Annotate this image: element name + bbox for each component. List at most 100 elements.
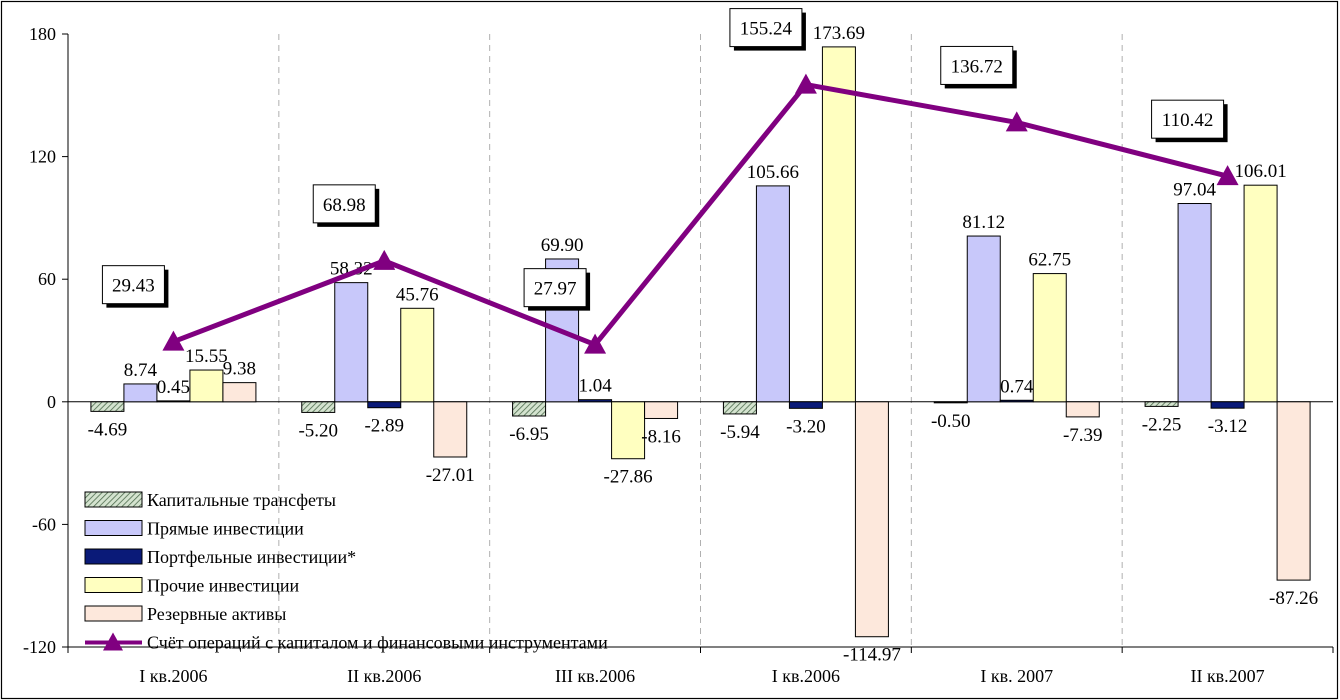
bar [222,382,257,403]
x-tick-label: I кв.2006 [772,666,840,686]
bar [334,282,369,403]
bar-value-label: 69.90 [541,235,584,256]
legend-swatch [84,605,143,622]
bar [966,235,1001,403]
bar [722,401,757,415]
line-label-box [312,184,376,224]
bar-value-label: -2.89 [364,416,404,437]
y-tick-label: -120 [23,637,56,657]
y-tick-label: 0 [47,392,56,412]
bar-value-label: 81.12 [962,212,1005,233]
bar [821,46,856,403]
line-label-box [1151,99,1225,139]
bar-value-label: -114.97 [843,645,901,666]
bar-value-label: 15.55 [185,346,228,367]
bar [611,401,646,460]
x-tick-label: I кв.2006 [139,666,207,686]
bar [1065,401,1100,418]
legend-swatch [84,548,143,565]
bar [755,185,790,403]
bar [644,401,679,419]
y-tick-label: 180 [29,24,56,44]
legend-label: Прямые инвестиции [147,519,304,539]
bar [1243,184,1278,403]
bar-value-label: -2.25 [1142,414,1182,435]
bar [1177,203,1212,403]
line-marker [1005,111,1028,132]
bar-value-label: 173.69 [813,23,865,44]
bar [123,383,158,403]
bar [933,401,968,404]
y-tick-label: 120 [29,147,56,167]
line-value-label: 27.97 [534,279,577,300]
bar-value-label: -8.16 [641,426,681,447]
bar-value-label: 62.75 [1028,250,1071,271]
bar-value-label: 106.01 [1234,161,1286,182]
line-value-label: 110.42 [1162,110,1214,131]
x-tick-label: I кв. 2007 [980,666,1053,686]
legend-label: Прочие инвестиции [147,576,300,596]
y-tick-label: 60 [38,269,56,289]
bar-value-label: 105.66 [747,162,799,183]
line-value-label: 136.72 [951,56,1003,77]
bar [1210,401,1245,409]
bar [367,401,402,409]
legend-swatch [84,491,143,508]
bar-value-label: -0.50 [931,411,971,432]
bar-value-label: 97.04 [1173,180,1216,201]
line-value-label: 68.98 [323,195,366,216]
bar [301,401,336,413]
line-marker [584,333,607,354]
bar-value-label: -5.94 [720,422,760,443]
line-label-box [729,8,803,48]
bar [512,401,547,417]
bar-value-label: -6.95 [509,424,549,445]
bar-value-label: 0.74 [1000,376,1034,397]
line-value-label: 29.43 [112,276,155,297]
x-tick-label: II кв.2007 [1190,666,1264,686]
legend-label: Счёт операций с капиталом и финансовыми … [147,633,608,653]
bar-value-label: -3.12 [1208,416,1248,437]
bar-value-label: -27.01 [426,465,475,486]
bar-value-label: 9.38 [223,359,256,380]
bar [400,307,435,403]
legend-marker [103,632,123,651]
bar [1144,401,1179,407]
bar [1276,401,1311,581]
x-tick-label: II кв.2006 [347,666,421,686]
x-tick-label: III кв.2006 [555,666,635,686]
bar-value-label: -7.39 [1063,425,1103,446]
line-label-box [101,265,165,305]
legend-label: Портфельные инвестиции* [147,547,356,567]
bar-value-label: -4.69 [88,419,128,440]
bar-value-label: 58.32 [330,259,373,280]
bar [1032,273,1067,403]
bar-value-label: -27.86 [604,467,653,488]
legend-label: Капитальные трансфеты [147,490,336,510]
bar-value-label: -5.20 [298,420,338,441]
line-value-label: 155.24 [740,19,793,40]
bar-value-label: -87.26 [1269,588,1318,609]
bar [189,369,224,403]
bar-value-label: -3.20 [786,416,826,437]
bar [578,399,613,403]
bar [999,399,1034,403]
legend-label: Резервные активы [147,604,286,624]
legend-swatch [84,577,143,593]
bar [90,401,125,412]
line-label-box [523,268,587,308]
bar [854,401,889,638]
bar-value-label: 0.45 [157,377,190,398]
series-line [172,81,1229,348]
line-marker [1216,165,1239,186]
legend-swatch [84,520,143,536]
bar [788,401,823,409]
line-marker [373,249,396,270]
line-label-box [940,45,1014,85]
bar-value-label: 45.76 [396,284,439,305]
line-marker [162,330,185,351]
bar-value-label: 1.04 [578,376,612,397]
